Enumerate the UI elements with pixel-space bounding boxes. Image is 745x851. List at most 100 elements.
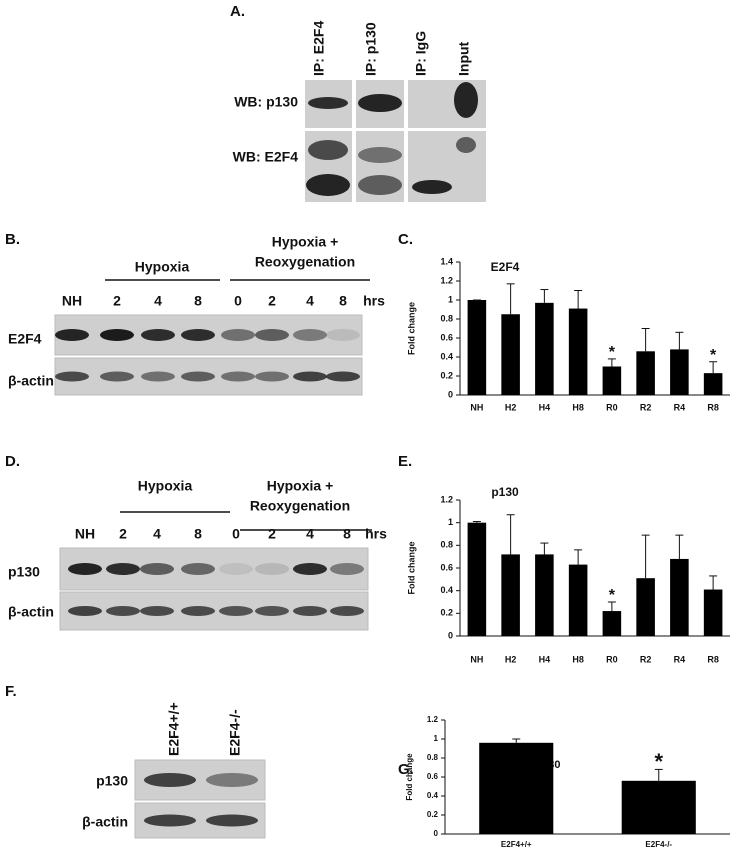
lane-label: IP: IgG [413, 31, 429, 76]
blot-band [326, 371, 360, 382]
blot-band [206, 773, 258, 787]
blot-band [255, 563, 289, 575]
x-tick-label: NH [470, 654, 483, 664]
blot-band [306, 174, 350, 196]
significance-mark: * [609, 587, 616, 604]
y-tick-label: 1.4 [440, 256, 453, 266]
panel-label: E. [398, 453, 412, 470]
blot-band [181, 371, 215, 382]
blot-band [106, 606, 140, 616]
y-tick-label: 0.8 [427, 753, 439, 762]
bar [602, 366, 622, 395]
blot-band [100, 329, 134, 341]
group-label: Hypoxia [138, 478, 193, 494]
x-tick-label: H4 [539, 654, 551, 664]
blot-band [144, 814, 196, 827]
panel-label: G. [398, 761, 414, 778]
blot-band [255, 371, 289, 382]
x-tick-label: R8 [707, 654, 719, 664]
y-tick-label: 1 [448, 517, 453, 527]
blot-band [293, 563, 327, 575]
y-tick-label: 1 [434, 734, 439, 743]
blot-band [106, 563, 140, 575]
blot-band [308, 140, 348, 160]
blot-band [219, 606, 253, 616]
y-axis-label: Fold change [406, 302, 416, 355]
significance-mark: * [710, 347, 717, 364]
x-tick-label: H2 [505, 402, 517, 412]
blot-band [206, 814, 258, 827]
blot-band [219, 563, 253, 575]
blot-band [255, 606, 289, 616]
x-tick-label: E2F4-/- [645, 840, 672, 849]
row-label: β-actin [82, 814, 128, 830]
y-tick-label: 0 [434, 829, 439, 838]
blot-band [255, 329, 289, 341]
significance-mark: * [609, 344, 616, 361]
y-tick-label: 1.2 [440, 275, 453, 285]
bar [621, 780, 696, 834]
y-tick-label: 1.2 [440, 494, 453, 504]
blot-band [140, 563, 174, 575]
lane-label: 2 [268, 526, 276, 542]
y-tick-label: 0.2 [440, 608, 453, 618]
group-label: Hypoxia [135, 259, 190, 275]
blot-band [330, 606, 364, 616]
lane-label: E2F4+/+ [166, 702, 182, 756]
lane-label: 4 [153, 526, 161, 542]
row-label: WB: p130 [234, 94, 298, 110]
y-tick-label: 0.6 [440, 562, 453, 572]
x-tick-label: R0 [606, 402, 618, 412]
blot-band [221, 371, 255, 382]
x-tick-label: R8 [707, 402, 719, 412]
lane-label: 4 [306, 293, 314, 309]
row-label: p130 [8, 564, 40, 580]
x-tick-label: R4 [674, 654, 686, 664]
bar [467, 522, 487, 636]
panel-label: D. [5, 453, 20, 470]
blot-band [181, 606, 215, 616]
y-axis-label: Fold change [405, 753, 414, 801]
bar [703, 589, 723, 636]
lane-label: NH [62, 293, 82, 309]
blot-band [454, 82, 478, 118]
blot-band [181, 329, 215, 341]
bar [535, 302, 554, 395]
y-tick-label: 1 [448, 294, 453, 304]
lane-label: 0 [232, 526, 240, 542]
blot-band [68, 563, 102, 575]
x-tick-label: R4 [674, 402, 686, 412]
bar [479, 742, 554, 834]
lane-label: 8 [194, 293, 202, 309]
bar [703, 373, 723, 395]
unit-label: hrs [365, 526, 387, 542]
y-tick-label: 0.6 [440, 332, 453, 342]
row-label: p130 [96, 773, 128, 789]
blot-band [55, 329, 89, 341]
y-tick-label: 0.8 [440, 540, 453, 550]
blot-band [100, 371, 134, 382]
y-tick-label: 0.2 [427, 810, 439, 819]
x-tick-label: R2 [640, 402, 652, 412]
group-label: Reoxygenation [250, 498, 350, 514]
chart-title: p130 [491, 485, 519, 499]
lane-label: 4 [154, 293, 162, 309]
y-tick-label: 0.4 [440, 585, 453, 595]
group-label: Hypoxia + [267, 478, 334, 494]
y-tick-label: 0.4 [440, 351, 453, 361]
blot-band [293, 371, 327, 382]
bar [670, 558, 689, 636]
blot-band [308, 97, 348, 109]
lane-label: 2 [268, 293, 276, 309]
x-tick-label: R2 [640, 654, 652, 664]
lane-label: 2 [113, 293, 121, 309]
y-axis-label: Fold change [406, 541, 416, 594]
lane-label: Input [456, 41, 472, 76]
blot-band [330, 563, 364, 575]
group-label: Hypoxia + [272, 234, 339, 250]
bar [670, 349, 689, 395]
panel-label: B. [5, 231, 20, 248]
x-tick-label: H2 [505, 654, 517, 664]
group-label: Reoxygenation [255, 254, 355, 270]
bar [636, 578, 655, 636]
